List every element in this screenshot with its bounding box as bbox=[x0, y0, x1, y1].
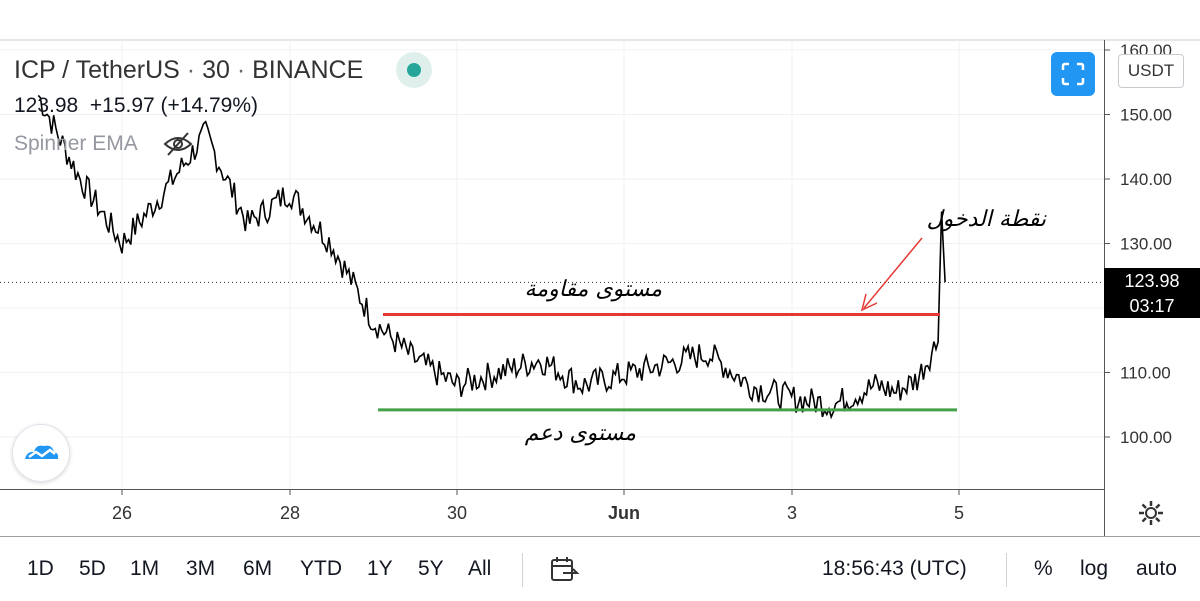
entry-label: نقطة الدخول bbox=[927, 207, 1047, 232]
utc-clock[interactable]: 18:56:43 (UTC) bbox=[822, 557, 967, 580]
interval-label: 30 bbox=[202, 56, 230, 84]
bottom-toolbar: 1D 5D 1M 3M 6M YTD 1Y 5Y All 18:56:43 (U… bbox=[0, 536, 1200, 601]
x-tick-label: 26 bbox=[112, 503, 132, 523]
auto-scale-button[interactable]: auto bbox=[1136, 557, 1177, 580]
currency-button[interactable]: USDT bbox=[1118, 54, 1184, 88]
grid-lines bbox=[0, 40, 1104, 489]
time-axis: 26 28 30 Jun 3 5 bbox=[112, 489, 964, 523]
percent-scale-button[interactable]: % bbox=[1034, 557, 1053, 580]
y-tick-label: 140.00 bbox=[1120, 170, 1172, 189]
y-tick-label: 150.00 bbox=[1120, 106, 1172, 125]
x-tick-label: 3 bbox=[787, 503, 797, 523]
tradingview-logo-button[interactable] bbox=[12, 424, 70, 482]
exchange-label: BINANCE bbox=[252, 56, 364, 84]
fullscreen-icon bbox=[1061, 62, 1085, 86]
fullscreen-button[interactable] bbox=[1051, 52, 1095, 96]
range-1m-button[interactable]: 1M bbox=[130, 557, 160, 580]
support-label: مستوى دعم bbox=[525, 421, 636, 446]
y-tick-label: 100.00 bbox=[1120, 428, 1172, 447]
range-all-button[interactable]: All bbox=[468, 557, 492, 580]
entry-arrow bbox=[860, 237, 923, 312]
indicator-legend[interactable]: Spinner EMA bbox=[14, 132, 138, 156]
settings-gear-icon[interactable] bbox=[1136, 498, 1166, 528]
title-separator: · bbox=[236, 56, 246, 84]
price-series-line bbox=[37, 94, 946, 420]
range-ytd-button[interactable]: YTD bbox=[300, 557, 342, 580]
indicator-name: Spinner EMA bbox=[14, 132, 138, 155]
y-tick-label: 110.00 bbox=[1120, 364, 1171, 383]
price-legend: 123.98 +15.97 (+14.79%) bbox=[14, 94, 258, 118]
last-price-value: 123.98 bbox=[14, 94, 79, 117]
range-5y-button[interactable]: 5Y bbox=[418, 557, 444, 580]
symbol-title[interactable]: ICP / TetherUS · 30 · BINANCE bbox=[14, 56, 363, 85]
x-tick-label: Jun bbox=[608, 503, 640, 523]
last-price-tag: 123.98 03:17 bbox=[1104, 268, 1200, 318]
resistance-label: مستوى مقاومة bbox=[525, 277, 663, 302]
price-change: +15.97 (+14.79%) bbox=[89, 94, 259, 117]
calendar-goto-icon[interactable] bbox=[549, 555, 579, 585]
x-tick-label: 28 bbox=[280, 503, 300, 523]
market-status-icon[interactable] bbox=[396, 52, 432, 88]
range-5d-button[interactable]: 5D bbox=[79, 557, 106, 580]
range-6m-button[interactable]: 6M bbox=[243, 557, 273, 580]
bar-countdown: 03:17 bbox=[1129, 296, 1175, 316]
symbol-name: ICP / TetherUS bbox=[14, 56, 180, 84]
range-1y-button[interactable]: 1Y bbox=[367, 557, 393, 580]
x-tick-label: 30 bbox=[447, 503, 467, 523]
eye-hidden-icon[interactable] bbox=[162, 130, 194, 158]
title-separator: · bbox=[186, 56, 196, 84]
x-tick-label: 5 bbox=[954, 503, 964, 523]
range-1d-button[interactable]: 1D bbox=[27, 557, 54, 580]
toolbar-divider bbox=[1006, 553, 1007, 587]
tradingview-logo-icon bbox=[25, 445, 59, 459]
price-axis: 100.00110.00120.00130.00140.00150.00160.… bbox=[1104, 41, 1172, 447]
y-tick-label: 130.00 bbox=[1120, 235, 1172, 254]
price-tag-value: 123.98 bbox=[1124, 271, 1180, 291]
toolbar-divider bbox=[522, 553, 523, 587]
range-3m-button[interactable]: 3M bbox=[186, 557, 216, 580]
log-scale-button[interactable]: log bbox=[1080, 557, 1109, 580]
